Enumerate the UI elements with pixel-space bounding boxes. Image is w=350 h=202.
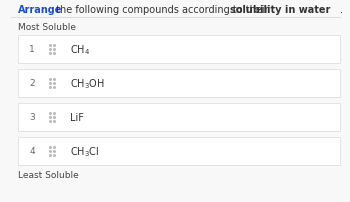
FancyBboxPatch shape: [18, 36, 340, 64]
Text: solubility in water: solubility in water: [230, 5, 330, 15]
Text: 1: 1: [29, 45, 35, 54]
Text: .: .: [340, 5, 343, 15]
Text: 3: 3: [29, 113, 35, 122]
Text: Arrange: Arrange: [18, 5, 62, 15]
Text: CH$_3$Cl: CH$_3$Cl: [70, 144, 99, 158]
Text: the following compounds according to their: the following compounds according to the…: [53, 5, 272, 15]
FancyBboxPatch shape: [18, 103, 340, 131]
Text: 2: 2: [29, 79, 35, 88]
FancyBboxPatch shape: [18, 137, 340, 165]
Text: Least Soluble: Least Soluble: [18, 171, 79, 180]
FancyBboxPatch shape: [18, 70, 340, 98]
Text: LiF: LiF: [70, 113, 84, 122]
Text: CH$_4$: CH$_4$: [70, 43, 90, 57]
Text: Most Soluble: Most Soluble: [18, 23, 76, 32]
Text: CH$_3$OH: CH$_3$OH: [70, 77, 105, 90]
Text: 4: 4: [29, 147, 35, 156]
